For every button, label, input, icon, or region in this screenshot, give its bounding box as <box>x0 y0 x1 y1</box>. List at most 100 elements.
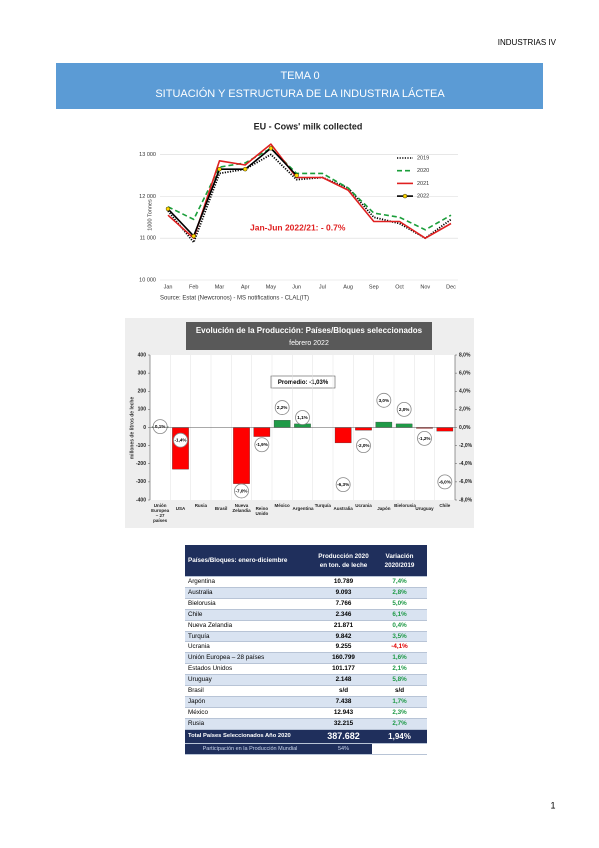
percent-label: -7,0% <box>235 488 247 493</box>
percent-label: 2,0% <box>399 407 409 412</box>
y2-tick-label: -4,0% <box>459 461 473 467</box>
line-chart: EU - Cows' milk collected 1000 Tonnes Ja… <box>139 121 458 302</box>
y2-tick-label: 8,0% <box>459 352 471 358</box>
legend-label: 2020 <box>417 168 429 174</box>
x-tick-label: Feb <box>189 284 198 290</box>
table-cell: 2,8% <box>372 587 427 599</box>
y-tick-label: 300 <box>138 370 147 376</box>
percent-marker <box>173 432 188 448</box>
percent-marker <box>417 430 432 446</box>
x-tick-label: Australia <box>333 506 353 511</box>
header-cell: Variación 2020/2019 <box>372 545 427 577</box>
table-cell: s/d <box>315 685 372 697</box>
table-body: Argentina 10.789 7,4% Australia 9.093 2,8% Bie… <box>185 576 427 755</box>
table-cell: Ucrania <box>185 641 315 654</box>
participation-cell: 54% <box>315 743 372 755</box>
line-series <box>167 153 452 244</box>
line-marker <box>268 146 274 151</box>
chart-subtitle: febrero 2022 <box>289 340 329 347</box>
percent-label: -2,0% <box>357 443 369 448</box>
x-tick-label: Nov <box>420 284 430 290</box>
table-cell: Rusia <box>185 718 315 730</box>
table-row: Japón 7.438 1,7% <box>185 696 427 708</box>
title-band <box>186 322 432 350</box>
bar <box>375 421 393 428</box>
table-cell: 7.766 <box>315 598 372 610</box>
y-tick-label: 13 000 <box>139 152 156 158</box>
table-cell: 6,1% <box>372 609 427 621</box>
y2-tick-label: -2,0% <box>459 443 473 449</box>
x-tick-label: Aug <box>343 284 353 290</box>
y2-tick-label: -6,0% <box>459 479 473 485</box>
chart-title: EU - Cows' milk collected <box>254 121 363 131</box>
bar <box>355 427 372 431</box>
legend-label: 2021 <box>417 181 429 187</box>
header-text: INDUSTRIAS IV <box>498 38 557 47</box>
y2-tick-label: 6,0% <box>459 370 471 376</box>
table-cell: 9.255 <box>315 641 372 654</box>
table-cell: 0,4% <box>372 620 427 632</box>
x-tick-label: Apr <box>241 284 250 290</box>
table-row: Chile 2.346 6,1% <box>185 609 427 621</box>
y-tick-label: 0 <box>143 425 146 431</box>
total-row: Total Países Seleccionados Año 2020 387.6… <box>185 729 427 744</box>
table-cell: 101.177 <box>315 663 372 676</box>
table-cell: Japón <box>185 696 315 708</box>
line-series <box>167 147 298 237</box>
table-cell: Chile <box>185 609 315 621</box>
table-row: Nueva Zelandia 21.871 0,4% <box>185 620 427 632</box>
percent-marker <box>396 401 412 417</box>
y2-tick-label: 0,0% <box>459 425 471 431</box>
table-cell: 10.789 <box>315 576 372 588</box>
y2-tick-label: 2,0% <box>459 407 471 413</box>
table-cell: 7.438 <box>315 696 372 708</box>
percent-label: -6,3% <box>337 482 349 487</box>
chart-title: Evolución de la Producción: Países/Bloqu… <box>196 326 423 335</box>
table-cell: 9.093 <box>315 587 372 599</box>
table: Países/Bloques: enero-diciembre Producció… <box>185 545 427 755</box>
x-tick-label: Mar <box>215 284 225 290</box>
x-tick-label: Reino Unido <box>255 506 269 516</box>
table-cell: Nueva Zelandia <box>185 620 315 632</box>
line-marker <box>242 166 248 172</box>
percent-label: -1,4% <box>174 438 186 443</box>
line-marker <box>165 206 171 212</box>
percent-marker <box>295 410 310 425</box>
x-tick-label: Oct <box>395 284 404 290</box>
table-row: Bielorusia 7.766 5,0% <box>185 598 427 610</box>
legend-label: 2019 <box>417 155 429 161</box>
y-tick-label: 200 <box>138 389 147 395</box>
table-cell: 2,7% <box>372 718 427 730</box>
participation-cell: Participación en la Producción Mundial <box>185 743 315 755</box>
table-cell: -4,1% <box>372 641 427 654</box>
bar <box>436 427 454 432</box>
participation-row: Participación en la Producción Mundial 54… <box>185 743 427 755</box>
x-tick-label: Ucrania <box>355 503 372 508</box>
banner-subtitle: SITUACIÓN Y ESTRUCTURA DE LA INDUSTRIA L… <box>155 87 445 100</box>
percent-label: -6,0% <box>439 479 451 484</box>
table-cell: Brasil <box>185 685 315 697</box>
percent-marker <box>356 438 371 454</box>
x-tick-label: Chile <box>439 503 451 508</box>
table-row: Ucrania 9.255 -4,1% <box>185 641 427 654</box>
x-tick-label: Japón <box>377 506 391 511</box>
x-tick-label: Jul <box>319 284 326 290</box>
table-cell: 9.842 <box>315 631 372 643</box>
banner <box>56 63 543 109</box>
table-cell: 2.346 <box>315 609 372 621</box>
bar <box>334 427 352 444</box>
header-cell: Países/Bloques: enero-diciembre <box>185 545 315 577</box>
annotation: Promedio: -1,03% <box>278 380 329 386</box>
percent-marker <box>376 392 392 408</box>
table-cell: 32.215 <box>315 718 372 730</box>
table-cell: 2.148 <box>315 674 372 687</box>
banner-title: TEMA 0 <box>280 70 319 82</box>
table-cell: 2,1% <box>372 663 427 676</box>
y-tick-label: 10 000 <box>139 277 156 283</box>
line-series <box>167 147 452 231</box>
x-tick-label: May <box>266 284 277 290</box>
table-wrap: Países/Bloques: enero-diciembre Producció… <box>185 545 427 755</box>
percent-label: 3,0% <box>379 398 389 403</box>
x-tick-label: Sep <box>369 284 379 290</box>
